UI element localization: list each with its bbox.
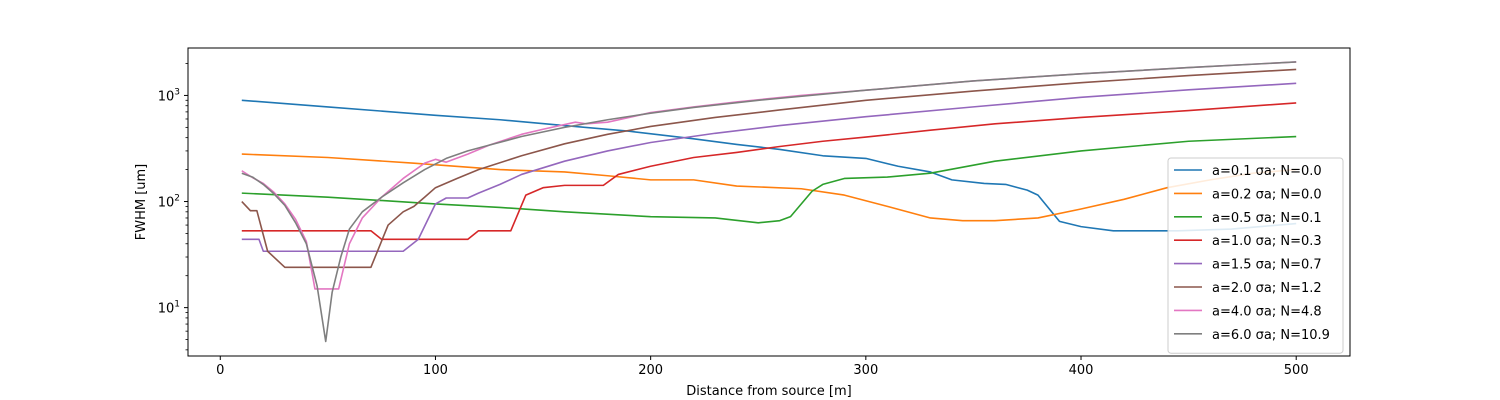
series-line-3 bbox=[241, 135, 1297, 224]
series-line-2 bbox=[241, 153, 1297, 222]
legend-label-8: a=6.0 σa; N=10.9 bbox=[1212, 328, 1330, 343]
series-line-4 bbox=[241, 102, 1297, 241]
series-line-1 bbox=[241, 99, 1297, 232]
y-tick-label: 102 bbox=[158, 194, 180, 211]
x-tick-label: 500 bbox=[1284, 363, 1309, 378]
legend-label-7: a=4.0 σa; N=4.8 bbox=[1212, 304, 1322, 319]
series-layer bbox=[241, 61, 1297, 343]
x-tick-label: 200 bbox=[638, 363, 663, 378]
legend-label-6: a=2.0 σa; N=1.2 bbox=[1212, 281, 1322, 296]
legend-label-5: a=1.5 σa; N=0.7 bbox=[1212, 258, 1322, 273]
y-tick-label: 103 bbox=[158, 87, 180, 104]
legend-label-2: a=0.2 σa; N=0.0 bbox=[1212, 187, 1322, 202]
x-tick-label: 300 bbox=[853, 363, 878, 378]
y-axis-label: FWHM [um] bbox=[134, 164, 149, 241]
x-axis-label: Distance from source [m] bbox=[686, 384, 851, 399]
x-tick-label: 100 bbox=[423, 363, 448, 378]
y-axis-ticks: 101 102 103 bbox=[158, 63, 188, 351]
legend-label-4: a=1.0 σa; N=0.3 bbox=[1212, 234, 1322, 249]
series-line-8 bbox=[241, 61, 1297, 343]
x-axis-ticks: 0 100 200 300 400 500 bbox=[216, 356, 1309, 378]
legend: a=0.1 σa; N=0.0 a=0.2 σa; N=0.0 a=0.5 σa; … bbox=[1167, 157, 1344, 354]
series-line-6 bbox=[241, 68, 1297, 269]
legend-label-3: a=0.5 σa; N=0.1 bbox=[1212, 211, 1322, 226]
y-tick-label: 101 bbox=[158, 300, 180, 317]
x-tick-label: 0 bbox=[216, 363, 224, 378]
legend-box bbox=[1167, 157, 1344, 354]
legend-label-1: a=0.1 σa; N=0.0 bbox=[1212, 164, 1322, 179]
series-line-5 bbox=[241, 82, 1297, 253]
series-line-7 bbox=[241, 61, 1297, 290]
x-tick-label: 400 bbox=[1069, 363, 1094, 378]
